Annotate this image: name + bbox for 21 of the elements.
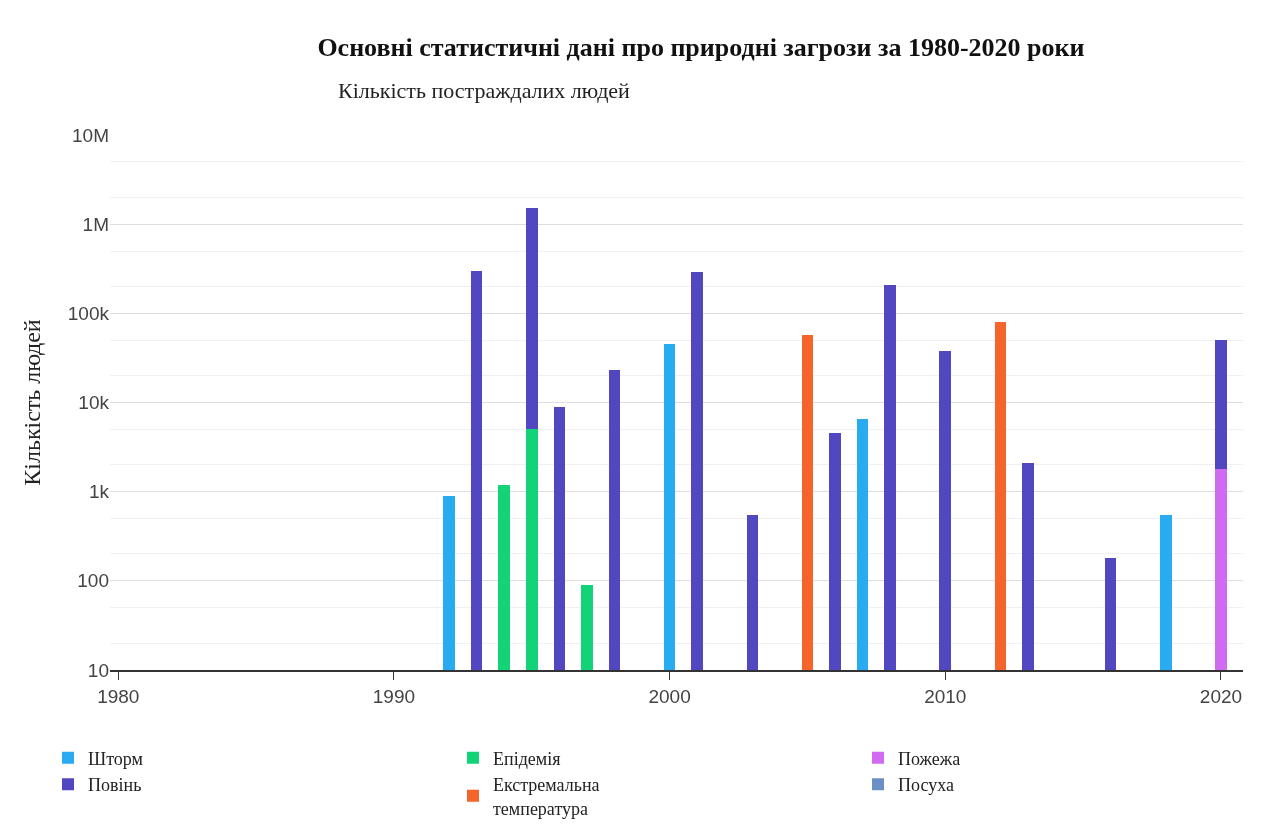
y-tick-label: 10k bbox=[78, 392, 110, 414]
legend-label: Пожежа bbox=[898, 748, 961, 769]
legend-label: Повінь bbox=[88, 775, 142, 796]
y-tick-label: 10M bbox=[72, 124, 109, 146]
y-tick-label: 100k bbox=[67, 302, 110, 324]
y-tick-label: 100 bbox=[77, 570, 109, 592]
legend-label: Екстремальна температура bbox=[493, 775, 600, 819]
y-tick-label: 10 bbox=[87, 659, 109, 681]
chart-title: Основні статистичні дані про природні загрози за 1980-2020 роки bbox=[317, 32, 1085, 62]
y-tick-label: 1k bbox=[88, 481, 110, 503]
legend-label: Епідемія bbox=[493, 748, 561, 769]
chart-subtitle: Кількість постраждалих людей bbox=[338, 78, 631, 103]
legend-label: Шторм bbox=[88, 748, 143, 769]
x-tick-label: 1980 bbox=[97, 685, 140, 707]
x-tick-label: 2010 bbox=[924, 685, 967, 707]
legend-label: Посуха bbox=[898, 775, 954, 796]
y-axis-title: Кількість людей bbox=[18, 319, 45, 486]
x-tick-label: 1990 bbox=[372, 685, 416, 707]
y-tick-label: 1M bbox=[82, 213, 109, 235]
x-tick-label: 2020 bbox=[1199, 685, 1243, 707]
x-tick-label: 2000 bbox=[648, 685, 691, 707]
